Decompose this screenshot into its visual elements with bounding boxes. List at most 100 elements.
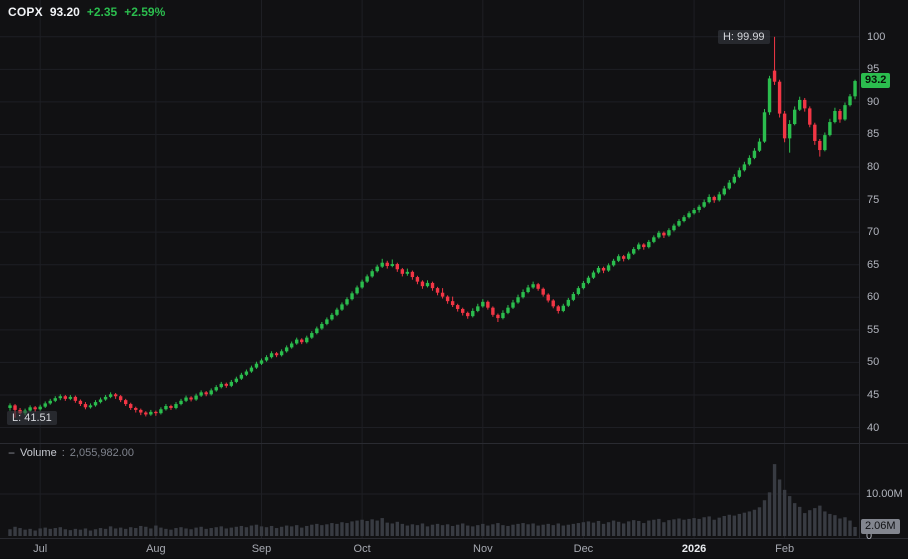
candle-body[interactable] — [787, 124, 792, 139]
volume-bar[interactable] — [360, 519, 364, 536]
volume-bar[interactable] — [28, 528, 32, 536]
volume-bar[interactable] — [88, 530, 93, 536]
volume-bar[interactable] — [828, 513, 832, 536]
volume-bar[interactable] — [370, 519, 374, 536]
candle-body[interactable] — [63, 396, 68, 399]
volume-bar[interactable] — [144, 526, 148, 536]
candle-body[interactable] — [274, 353, 279, 356]
candle-body[interactable] — [269, 353, 274, 358]
volume-bar[interactable] — [284, 525, 289, 536]
candle-body[interactable] — [481, 301, 485, 307]
candle-body[interactable] — [194, 395, 198, 400]
volume-bar[interactable] — [596, 520, 601, 536]
candle-body[interactable] — [289, 343, 294, 348]
volume-bar[interactable] — [450, 525, 455, 536]
volume-bar[interactable] — [340, 522, 344, 536]
candle-body[interactable] — [184, 397, 188, 401]
candle-body[interactable] — [315, 328, 319, 334]
candle-body[interactable] — [350, 293, 354, 300]
candle-body[interactable] — [78, 400, 83, 405]
volume-bar[interactable] — [581, 522, 586, 536]
volume-bar[interactable] — [687, 518, 691, 536]
volume-bar[interactable] — [632, 520, 636, 536]
volume-bar[interactable] — [551, 525, 555, 537]
candle-body[interactable] — [808, 108, 812, 125]
candle-body[interactable] — [335, 309, 339, 315]
volume-bar[interactable] — [682, 519, 686, 536]
volume-bar[interactable] — [48, 528, 52, 536]
candle-body[interactable] — [818, 140, 822, 151]
volume-bar[interactable] — [179, 527, 183, 536]
volume-bar[interactable] — [134, 528, 138, 536]
volume-bar[interactable] — [561, 525, 565, 536]
candle-body[interactable] — [767, 78, 772, 113]
candle-body[interactable] — [169, 406, 173, 408]
volume-bar[interactable] — [571, 523, 576, 536]
volume-bar[interactable] — [103, 528, 108, 536]
candle-body[interactable] — [722, 188, 726, 195]
volume-bar[interactable] — [672, 519, 676, 536]
candle-body[interactable] — [777, 81, 782, 114]
volume-bar[interactable] — [154, 525, 158, 536]
candle-body[interactable] — [234, 378, 239, 382]
candle-body[interactable] — [98, 399, 103, 403]
candle-body[interactable] — [466, 312, 470, 317]
candle-body[interactable] — [531, 284, 535, 288]
volume-bar[interactable] — [108, 526, 113, 536]
candle-body[interactable] — [13, 405, 17, 410]
candle-body[interactable] — [848, 96, 852, 106]
candle-body[interactable] — [652, 237, 656, 242]
candle-body[interactable] — [189, 397, 193, 400]
candle-body[interactable] — [707, 196, 711, 203]
candle-body[interactable] — [828, 122, 832, 136]
candle-body[interactable] — [541, 288, 545, 295]
candle-body[interactable] — [123, 400, 128, 405]
candle-body[interactable] — [259, 360, 264, 364]
volume-bar[interactable] — [616, 521, 621, 536]
volume-bar[interactable] — [184, 528, 188, 536]
volume-bar[interactable] — [732, 515, 737, 536]
candle-body[interactable] — [375, 266, 379, 272]
candle-body[interactable] — [491, 307, 495, 315]
volume-bar[interactable] — [93, 529, 98, 536]
volume-bar[interactable] — [536, 525, 540, 536]
candle-body[interactable] — [8, 405, 12, 408]
volume-bar[interactable] — [813, 508, 817, 536]
candle-body[interactable] — [174, 404, 178, 408]
volume-bar[interactable] — [626, 521, 631, 536]
candle-body[interactable] — [249, 367, 254, 372]
volume-bar[interactable] — [259, 526, 264, 536]
volume-bar[interactable] — [455, 524, 460, 536]
candle-body[interactable] — [672, 225, 676, 231]
candle-body[interactable] — [757, 141, 762, 151]
volume-bar[interactable] — [833, 515, 837, 536]
volume-bar[interactable] — [491, 524, 495, 536]
candle-body[interactable] — [496, 314, 500, 319]
candle-body[interactable] — [88, 405, 93, 408]
candle-body[interactable] — [591, 272, 596, 278]
volume-bar[interactable] — [43, 527, 47, 536]
candle-body[interactable] — [149, 411, 153, 415]
volume-bar[interactable] — [767, 492, 772, 536]
volume-bar[interactable] — [204, 528, 208, 536]
candle-body[interactable] — [365, 276, 369, 282]
candle-body[interactable] — [455, 305, 460, 309]
volume-bar[interactable] — [707, 516, 711, 536]
volume-bar[interactable] — [405, 525, 410, 536]
volume-bar[interactable] — [219, 526, 223, 536]
candle-body[interactable] — [702, 202, 706, 207]
candle-body[interactable] — [345, 299, 349, 305]
volume-bar[interactable] — [838, 518, 842, 536]
candle-body[interactable] — [717, 194, 721, 201]
candle-body[interactable] — [516, 297, 520, 303]
candle-body[interactable] — [657, 232, 661, 238]
candle-body[interactable] — [566, 299, 571, 306]
volume-bar[interactable] — [390, 523, 394, 536]
volume-bar[interactable] — [18, 528, 22, 536]
volume-bar[interactable] — [772, 464, 777, 536]
volume-bar[interactable] — [611, 520, 616, 536]
candle-body[interactable] — [370, 271, 374, 277]
volume-bar[interactable] — [375, 520, 379, 536]
candle-body[interactable] — [833, 110, 837, 123]
volume-bar[interactable] — [727, 514, 731, 536]
